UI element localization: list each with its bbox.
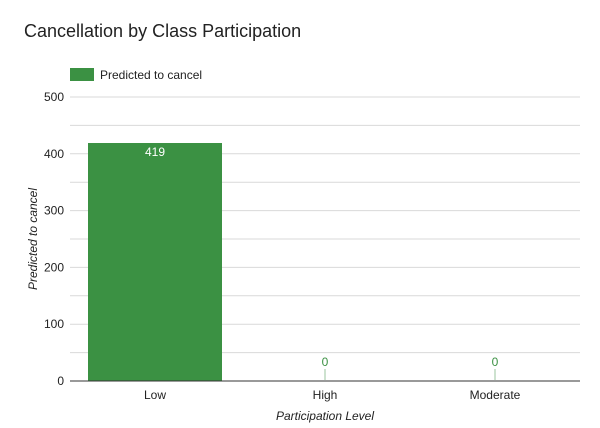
- y-axis-title: Predicted to cancel: [26, 188, 40, 290]
- legend: Predicted to cancel: [70, 68, 202, 82]
- x-tick-label: Moderate: [470, 388, 521, 402]
- bar-data-label: 0: [322, 355, 329, 369]
- x-axis-ticks: Low High Moderate: [144, 388, 521, 402]
- x-axis-title: Participation Level: [276, 409, 374, 423]
- legend-label: Predicted to cancel: [100, 68, 202, 82]
- y-tick-label: 100: [44, 317, 64, 331]
- x-tick-label: High: [313, 388, 338, 402]
- bars: [88, 143, 222, 381]
- y-tick-label: 200: [44, 260, 64, 274]
- bar: [88, 143, 222, 381]
- bar-data-label: 0: [492, 355, 499, 369]
- legend-swatch: [70, 68, 94, 81]
- bar-data-label: 419: [145, 145, 165, 159]
- chart-title: Cancellation by Class Participation: [24, 21, 301, 41]
- y-tick-label: 400: [44, 147, 64, 161]
- y-tick-label: 500: [44, 90, 64, 104]
- x-tick-label: Low: [144, 388, 166, 402]
- y-axis-ticks: 0 100 200 300 400 500: [44, 90, 64, 388]
- y-tick-label: 0: [57, 374, 64, 388]
- data-labels: 419 0 0: [145, 145, 499, 380]
- y-tick-label: 300: [44, 204, 64, 218]
